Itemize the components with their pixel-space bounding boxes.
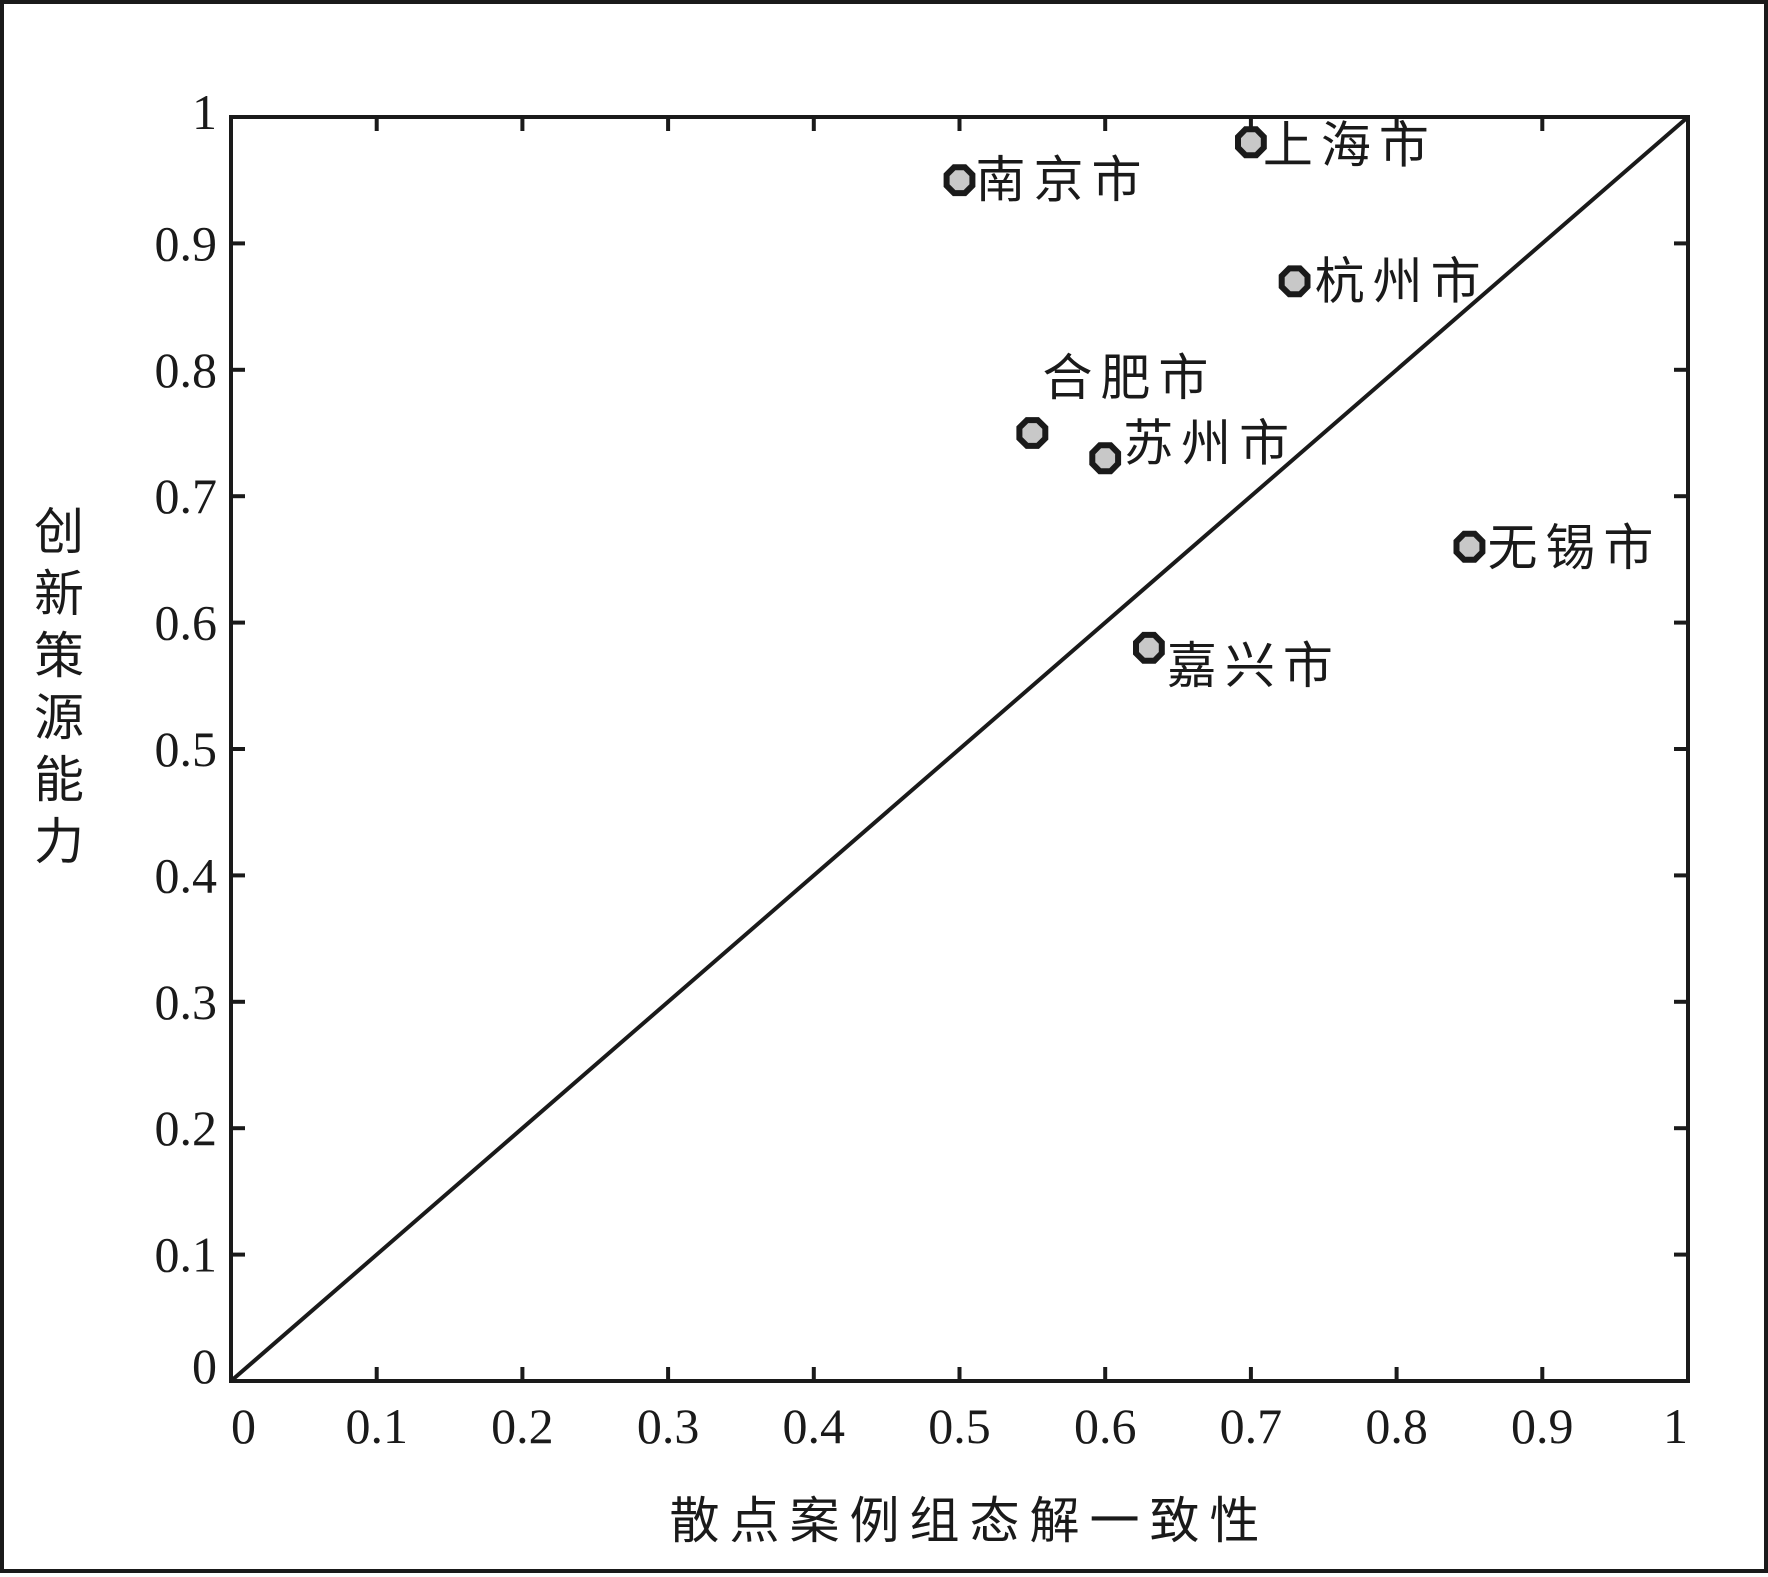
x-tick-label: 0.3 — [637, 1398, 700, 1454]
y-axis-title-char: 力 — [34, 813, 94, 871]
x-tick-label: 1 — [1663, 1398, 1688, 1454]
data-point — [1133, 631, 1165, 664]
scatter-chart: 0 0.1 0.2 0.3 0.4 0.5 0.6 0.7 0.8 0.9 1 0 0.1 0.2 0.3… — [34, 84, 1690, 1550]
point-label: 上海市 — [1263, 116, 1437, 174]
x-axis-title: 散点案例组态解一致性 — [670, 1492, 1270, 1550]
x-tick-labels: 0 0.1 0.2 0.3 0.4 0.5 0.6 0.7 0.8 0.9 1 — [231, 1398, 1688, 1454]
point-label: 南京市 — [976, 151, 1150, 209]
diagonal-reference-line — [229, 115, 1690, 1383]
data-point — [1453, 530, 1486, 563]
tick-marks-layer — [229, 115, 1690, 1383]
x-tick-label: 0.4 — [783, 1398, 846, 1454]
y-tick-labels: 0 0.1 0.2 0.3 0.4 0.5 0.6 0.7 0.8 0.9 1 — [155, 84, 218, 1394]
y-tick-label: 0.9 — [155, 215, 218, 271]
y-tick-label: 0.2 — [155, 1100, 218, 1156]
y-axis-title-char: 源 — [34, 689, 94, 747]
y-tick-label: 0.5 — [155, 721, 218, 777]
x-tick-label: 0 — [231, 1398, 256, 1454]
point-label: 嘉兴市 — [1167, 637, 1341, 695]
data-points-layer — [943, 126, 1486, 664]
x-tick-label: 0.2 — [491, 1398, 554, 1454]
y-tick-label: 0.1 — [155, 1227, 218, 1283]
point-label: 合肥市 — [1042, 349, 1216, 407]
y-axis-title: 创新策源能力 — [34, 503, 94, 871]
x-tick-label: 0.9 — [1511, 1398, 1574, 1454]
data-point — [943, 164, 976, 197]
x-tick-label: 0.8 — [1365, 1398, 1428, 1454]
y-tick-label: 0.6 — [155, 595, 218, 651]
y-tick-label: 0.3 — [155, 974, 218, 1030]
data-point — [1016, 417, 1049, 449]
x-tick-label: 0.6 — [1074, 1398, 1137, 1454]
y-axis-title-char: 创 — [34, 503, 94, 561]
data-point — [1089, 442, 1122, 475]
diagonal-line-layer — [229, 115, 1690, 1383]
data-point — [1235, 126, 1267, 159]
y-tick-label: 0.4 — [155, 847, 218, 903]
y-axis-title-char: 新 — [34, 565, 94, 623]
x-tick-label: 0.1 — [345, 1398, 408, 1454]
x-tick-label: 0.5 — [928, 1398, 991, 1454]
point-label: 苏州市 — [1123, 414, 1297, 472]
data-point — [1278, 265, 1311, 298]
y-tick-label: 0.8 — [155, 342, 218, 398]
y-tick-label: 1 — [192, 84, 217, 140]
y-tick-label: 0 — [192, 1338, 217, 1394]
point-label: 无锡市 — [1487, 519, 1661, 577]
y-axis-title-char: 策 — [34, 627, 94, 685]
y-tick-label: 0.7 — [155, 468, 218, 524]
point-label: 杭州市 — [1315, 252, 1489, 310]
y-axis-title-char: 能 — [34, 751, 94, 809]
x-tick-label: 0.7 — [1220, 1398, 1283, 1454]
